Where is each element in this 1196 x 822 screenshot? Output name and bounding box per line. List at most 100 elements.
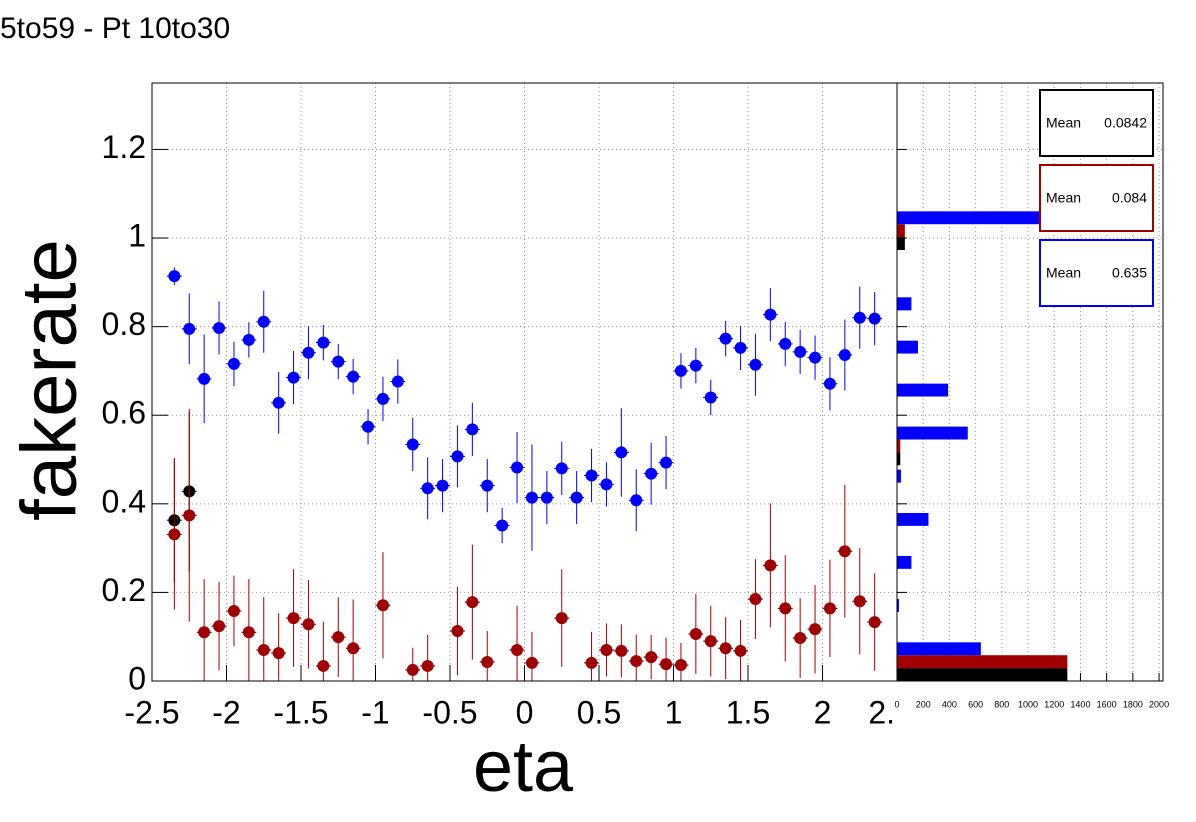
marker	[198, 372, 211, 385]
x-tick-label: 1800	[1123, 699, 1143, 709]
marker	[764, 559, 777, 572]
marker	[302, 346, 315, 359]
hist-bar	[897, 655, 1068, 669]
marker	[376, 599, 389, 612]
marker	[540, 491, 553, 504]
stats-value: 0.084	[1112, 190, 1147, 206]
marker	[630, 494, 643, 507]
marker	[570, 491, 583, 504]
marker	[213, 620, 226, 633]
marker	[272, 396, 285, 409]
x-tick-label: -2	[212, 694, 240, 730]
hist-bar	[897, 297, 912, 311]
y-tick-label: 1	[128, 217, 146, 253]
stats-box	[1039, 164, 1154, 232]
marker	[481, 655, 494, 668]
hist-bar	[897, 452, 901, 466]
hist-bar	[897, 668, 1068, 681]
marker	[704, 635, 717, 648]
marker	[317, 659, 330, 672]
y-tick-label: 0.2	[102, 572, 146, 608]
marker	[853, 311, 866, 324]
marker	[823, 602, 836, 615]
marker	[853, 595, 866, 608]
marker	[674, 659, 687, 672]
marker	[391, 375, 404, 388]
x-tick-label: 1.5	[726, 694, 770, 730]
x-tick-label: -0.5	[422, 694, 477, 730]
marker	[749, 358, 762, 371]
marker	[779, 337, 792, 350]
hist-bar	[897, 439, 901, 453]
x-tick-label: -1.5	[273, 694, 328, 730]
x-axis-label: eta	[473, 727, 574, 807]
stats-box	[1039, 239, 1154, 307]
x-tick-label: 2	[814, 694, 832, 730]
stats-label: Mean	[1046, 265, 1081, 281]
marker	[600, 643, 613, 656]
marker	[838, 348, 851, 361]
marker	[347, 642, 360, 655]
marker	[168, 270, 181, 283]
y-axis-label: fakerate	[5, 239, 93, 521]
marker	[183, 322, 196, 335]
x-tick-label: 400	[942, 699, 957, 709]
marker	[630, 655, 643, 668]
marker	[868, 312, 881, 325]
marker	[287, 612, 300, 625]
y-tick-label: 0.6	[102, 395, 146, 431]
marker	[466, 423, 479, 436]
marker	[451, 624, 464, 637]
x-tick-label: 0	[894, 699, 899, 709]
marker	[227, 605, 240, 618]
marker	[764, 308, 777, 321]
marker	[585, 469, 598, 482]
marker	[809, 351, 822, 364]
marker	[615, 644, 628, 657]
hist-bar	[897, 642, 981, 656]
marker	[645, 467, 658, 480]
hist-bar	[897, 426, 968, 440]
x-tick-label: 200	[916, 699, 931, 709]
x-tick-label: -2.5	[124, 694, 179, 730]
x-tick-label: 2.	[868, 694, 895, 730]
stats-box	[1039, 89, 1154, 157]
marker	[555, 462, 568, 475]
y-tick-label: 0.8	[102, 306, 146, 342]
x-tick-label: 0	[516, 694, 534, 730]
hist-bar	[897, 340, 918, 354]
marker	[823, 377, 836, 390]
x-tick-label: 1400	[1070, 699, 1090, 709]
marker	[257, 315, 270, 328]
y-tick-label: 1.2	[102, 129, 146, 165]
stats-value: 0.0842	[1104, 115, 1147, 131]
marker	[213, 321, 226, 334]
stats-value: 0.635	[1112, 265, 1147, 281]
marker	[496, 519, 509, 532]
marker	[287, 371, 300, 384]
marker	[511, 461, 524, 474]
marker	[242, 626, 255, 639]
hist-bar	[897, 555, 912, 569]
y-tick-label: 0.4	[102, 483, 146, 519]
marker	[481, 479, 494, 492]
x-tick-label: 1	[665, 694, 683, 730]
marker	[868, 616, 881, 629]
x-tick-label: -1	[361, 694, 389, 730]
marker	[749, 593, 762, 606]
hist-bar	[897, 469, 901, 483]
hist-frame	[896, 82, 1164, 682]
marker	[525, 656, 538, 669]
marker	[794, 632, 807, 645]
marker	[362, 420, 375, 433]
marker	[734, 341, 747, 354]
marker	[511, 643, 524, 656]
marker	[674, 364, 687, 377]
hist-bar	[897, 237, 905, 250]
marker	[615, 446, 628, 459]
marker	[227, 357, 240, 370]
marker	[332, 355, 345, 368]
marker	[376, 392, 389, 405]
marker	[779, 602, 792, 615]
